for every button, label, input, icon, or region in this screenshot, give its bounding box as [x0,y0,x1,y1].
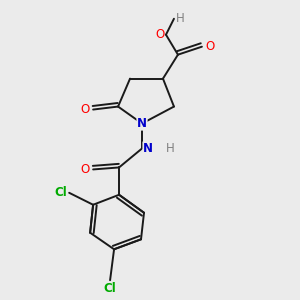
Text: Cl: Cl [104,282,116,295]
Text: O: O [156,28,165,41]
Text: O: O [81,163,90,176]
Text: Cl: Cl [54,186,67,199]
Text: O: O [81,103,90,116]
Text: N: N [137,117,147,130]
Text: N: N [143,142,153,155]
Text: H: H [176,12,185,25]
Text: H: H [166,142,175,155]
Text: O: O [205,40,214,53]
